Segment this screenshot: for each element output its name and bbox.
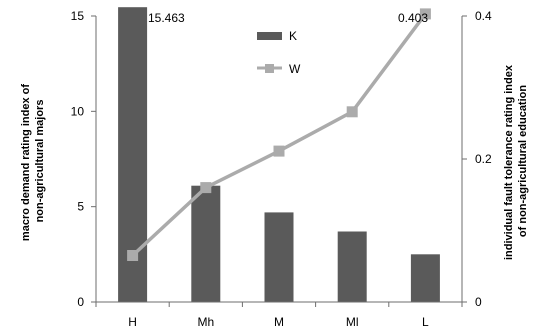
x-tick-label: H	[128, 315, 137, 329]
legend-label-k: K	[289, 29, 297, 43]
point-w-m	[273, 145, 285, 157]
x-tick-label: M	[274, 315, 284, 329]
point-w-mh	[200, 182, 212, 194]
y2-axis-title-line-2: of non-agricultural education	[517, 85, 529, 237]
x-tick-label: Mh	[197, 315, 214, 329]
axes: 0 5 10 15 0 0.2 0.4 H Mh M Ml L	[71, 9, 492, 329]
y-axis-title-line-2: non-agricultural majors	[34, 100, 46, 223]
legend-label-w: W	[289, 62, 301, 76]
line-series-w	[127, 8, 431, 261]
y-tick-label: 0	[77, 295, 84, 309]
point-w-h	[127, 250, 139, 261]
y2-tick-label: 0	[475, 295, 482, 309]
point-w-l	[419, 8, 431, 20]
y2-axis-title: individual fault tolerance rating index …	[503, 62, 529, 260]
y-tick-label: 5	[77, 200, 84, 214]
y-axis-title-line-1: macro demand rating index of	[20, 84, 32, 241]
legend-swatch-k	[257, 32, 282, 40]
data-label-w-l: 0.403	[398, 11, 428, 25]
y-axis-title: macro demand rating index of non-agricul…	[20, 81, 46, 241]
y-tick-label: 10	[71, 104, 85, 118]
y2-tick-label: 0.2	[475, 152, 492, 166]
data-label-k-h: 15.463	[148, 11, 185, 25]
bar-series-k	[118, 7, 440, 302]
x-tick-label: L	[422, 315, 429, 329]
legend: K W	[257, 29, 301, 76]
y2-axis-title-line-1: individual fault tolerance rating index	[503, 64, 515, 260]
bar-k-l	[410, 254, 440, 302]
y-tick-label: 15	[71, 9, 85, 23]
x-tick-label: Ml	[346, 315, 359, 329]
bar-k-m	[264, 212, 294, 302]
bar-k-mh	[191, 185, 221, 302]
bar-k-ml	[337, 231, 367, 302]
legend-marker-w	[265, 64, 274, 73]
point-w-ml	[346, 106, 358, 118]
y2-tick-label: 0.4	[475, 9, 492, 23]
